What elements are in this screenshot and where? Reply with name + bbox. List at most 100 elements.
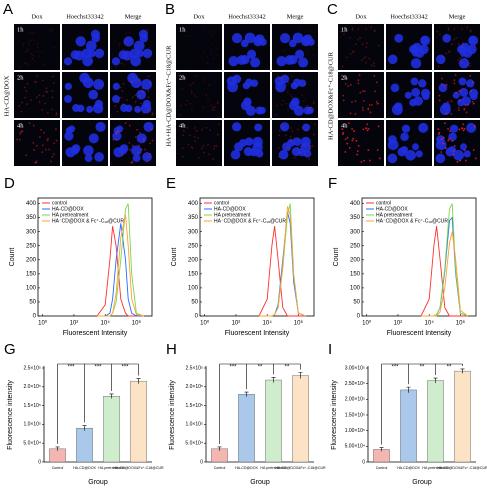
dox-signal [453,27,456,30]
panel-letter: A [3,1,13,18]
dox-signal [205,42,208,45]
dox-signal [197,156,200,159]
time-label: 2h [341,74,348,81]
x-tick-label: HA pretreatment [422,466,448,470]
nucleus [470,92,478,101]
x-tick-label: 10⁴ [263,320,273,327]
dox-signal [132,42,135,45]
legend-label: HA-CD@DOX [214,206,246,212]
dox-signal [122,49,124,52]
significance-label: ** [285,365,290,371]
nucleus [82,55,93,67]
dox-signal [455,91,458,94]
y-tick-label: 1.5×10⁵ [185,403,203,409]
dox-signal [342,131,345,134]
dox-signal [203,26,205,29]
dox-signal [33,149,35,151]
x-tick-label: 10⁰ [200,320,210,327]
dox-signal [308,106,311,109]
dox-signal [194,127,196,129]
nucleus [94,48,105,59]
nucleus [88,133,99,144]
time-label: 2h [179,74,186,81]
nucleus [234,142,244,152]
y-tick-label: 1.5×10⁵ [23,403,41,409]
dox-signal [207,99,209,102]
dox-signal [213,30,215,33]
dox-signal [362,57,365,60]
dox-signal [136,128,139,131]
dox-signal [50,160,53,163]
dox-signal [344,138,347,141]
y-tick-label: 0 [38,459,41,465]
micrograph [110,120,156,166]
y-axis-label: Count [171,248,178,267]
dox-signal [440,77,443,80]
dox-signal [283,143,286,146]
dox-signal [30,98,32,101]
dox-signal [304,84,307,86]
dox-signal [182,130,185,133]
y-tick-label: 200 [26,257,37,263]
nucleus [133,40,145,52]
dox-signal [147,75,150,78]
dox-signal [359,91,362,94]
y-tick-label: 400 [188,201,199,207]
dox-signal [438,94,441,97]
nucleus [418,79,427,88]
micrograph: 2h [176,72,222,118]
micrograph [272,24,318,70]
dox-signal [298,145,301,148]
dox-signal [117,44,120,47]
nucleus [410,77,419,86]
plot-frame [199,197,315,317]
series-line [259,206,306,317]
dox-signal [455,37,457,39]
dox-signal [151,128,153,130]
nucleus [457,98,465,107]
dox-signal [373,62,375,65]
nucleus [136,133,147,144]
column-header: Dox [193,13,205,20]
dox-signal [342,94,345,97]
legend-label: HA-CD@DOX [376,206,408,212]
dox-signal [370,26,373,29]
error-bar [433,377,438,384]
dox-signal [147,90,150,92]
nucleus [303,106,312,115]
dox-signal [301,62,304,64]
dox-signal [178,31,180,34]
dox-signal [453,79,456,82]
dox-signal [275,50,278,53]
dox-signal [442,142,445,145]
dox-signal [132,75,134,78]
nucleus [295,49,305,59]
dox-signal [202,106,205,109]
nucleus [401,124,411,133]
dox-signal [53,153,55,155]
dox-signal [293,137,295,139]
dox-signal [51,108,54,111]
dox-signal [127,57,130,60]
dox-signal [134,101,137,104]
y-tick-label: 350 [26,215,37,221]
micrograph [224,72,270,118]
dox-signal [45,91,47,93]
dox-signal [27,40,30,43]
dox-signal [19,131,22,134]
dox-signal [18,104,20,107]
dox-signal [42,94,45,97]
dox-signal [195,95,198,98]
dox-signal [35,161,38,164]
y-tick-label: 300 [26,229,37,235]
dox-signal [357,27,360,30]
dox-signal [205,94,208,96]
error-bar [271,377,276,383]
dox-signal [458,128,461,131]
dox-signal [26,103,28,106]
x-tick-label: HA-CD@DOX&Fc⁺-C18@CUR [113,466,164,470]
dox-signal [357,82,360,85]
dox-signal [286,90,289,92]
error-bar [217,446,222,451]
dox-signal [469,29,472,32]
